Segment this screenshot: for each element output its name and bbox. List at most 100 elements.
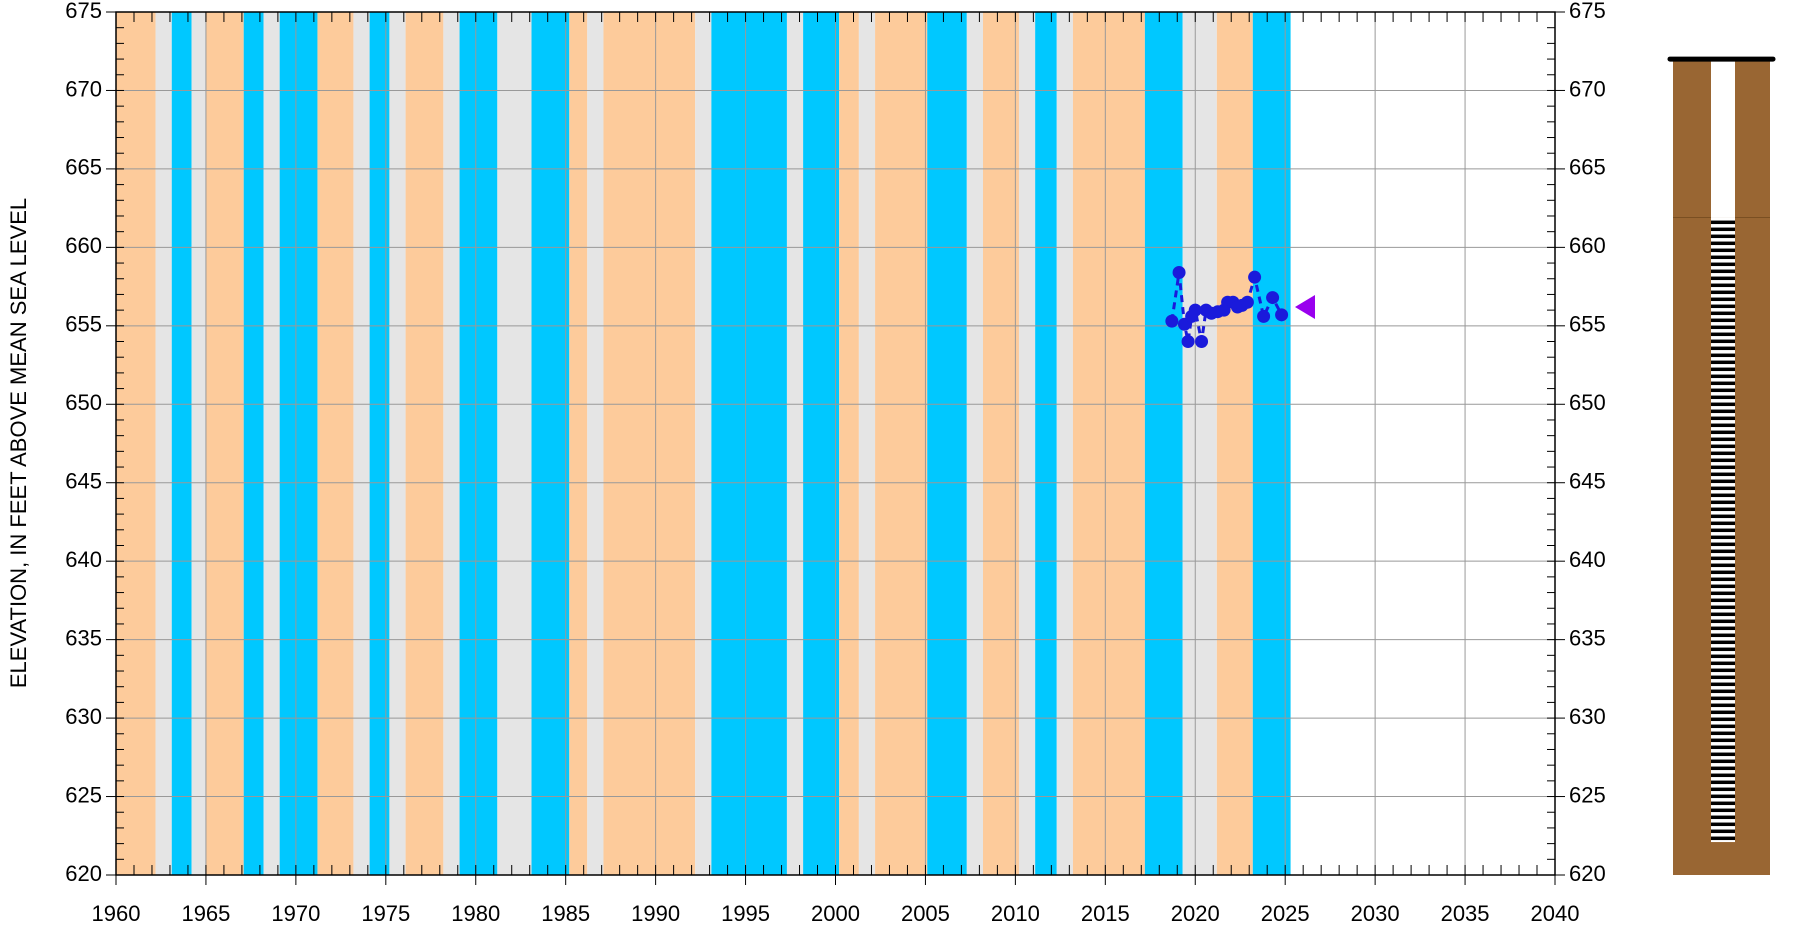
screen-slot: [1711, 710, 1735, 715]
screen-slot: [1711, 703, 1735, 708]
screen-slot: [1711, 409, 1735, 414]
screen-slot: [1711, 626, 1735, 631]
screen-slot: [1711, 388, 1735, 393]
screen-slot: [1711, 640, 1735, 645]
screen-slot: [1711, 689, 1735, 694]
climate-band: [1056, 12, 1073, 875]
screen-slot: [1711, 836, 1735, 841]
climate-band: [459, 12, 498, 875]
x-tick-label: 2040: [1531, 901, 1580, 926]
climate-band: [966, 12, 983, 875]
climate-band: [1182, 12, 1217, 875]
climate-band: [927, 12, 967, 875]
screen-slot: [1711, 472, 1735, 477]
screen-slot: [1711, 423, 1735, 428]
screen-slot: [1711, 290, 1735, 295]
climate-band: [1035, 12, 1057, 875]
climate-band: [405, 12, 444, 875]
x-tick-label: 1965: [181, 901, 230, 926]
screen-slot: [1711, 458, 1735, 463]
data-point: [1257, 309, 1271, 323]
screen-slot: [1711, 654, 1735, 659]
screen-slot: [1711, 780, 1735, 785]
screen-slot: [1711, 556, 1735, 561]
data-point: [1188, 303, 1202, 317]
screen-slot: [1711, 234, 1735, 239]
y2-tick-label: 665: [1569, 155, 1606, 180]
climate-band: [603, 12, 696, 875]
y-tick-label: 620: [65, 861, 102, 886]
screen-slot: [1711, 822, 1735, 827]
screen-slot: [1711, 605, 1735, 610]
y-tick-label: 675: [65, 0, 102, 23]
climate-band: [155, 12, 172, 875]
screen-slot: [1711, 759, 1735, 764]
screen-slot: [1711, 808, 1735, 813]
screen-slot: [1711, 227, 1735, 232]
climate-band: [317, 12, 354, 875]
climate-band: [1072, 12, 1145, 875]
screen-slot: [1711, 269, 1735, 274]
x-tick-label: 1980: [451, 901, 500, 926]
screen-slot: [1711, 584, 1735, 589]
y2-tick-label: 645: [1569, 469, 1606, 494]
screen-slot: [1711, 661, 1735, 666]
climate-band: [803, 12, 840, 875]
screen-slot: [1711, 570, 1735, 575]
screen-slot: [1711, 675, 1735, 680]
y-tick-label: 635: [65, 625, 102, 650]
screen-slot: [1711, 794, 1735, 799]
screen-slot: [1711, 479, 1735, 484]
screen-slot: [1711, 766, 1735, 771]
y-axis-label: ELEVATION, IN FEET ABOVE MEAN SEA LEVEL: [6, 198, 31, 688]
current-level-marker: [1295, 294, 1315, 319]
data-point: [1181, 335, 1195, 349]
y-tick-label: 670: [65, 76, 102, 101]
climate-band: [443, 12, 460, 875]
screen-slot: [1711, 668, 1735, 673]
screen-slot: [1711, 346, 1735, 351]
data-point: [1165, 314, 1179, 328]
screen-slot: [1711, 829, 1735, 834]
climate-band: [353, 12, 370, 875]
y-tick-label: 630: [65, 704, 102, 729]
screen-slot: [1711, 241, 1735, 246]
screen-slot: [1711, 395, 1735, 400]
x-tick-label: 1990: [631, 901, 680, 926]
screen-slot: [1711, 549, 1735, 554]
screen-slot: [1711, 682, 1735, 687]
climate-band: [839, 12, 859, 875]
screen-slot: [1711, 717, 1735, 722]
screen-slot: [1711, 339, 1735, 344]
screen-slot: [1711, 381, 1735, 386]
screen-slot: [1711, 451, 1735, 456]
screen-slot: [1711, 612, 1735, 617]
y-tick-label: 640: [65, 547, 102, 572]
x-tick-label: 2000: [811, 901, 860, 926]
screen-slot: [1711, 318, 1735, 323]
y2-tick-label: 650: [1569, 390, 1606, 415]
climate-band: [711, 12, 787, 875]
y-tick-label: 625: [65, 782, 102, 807]
screen-slot: [1711, 255, 1735, 260]
climate-band: [875, 12, 928, 875]
y2-tick-label: 630: [1569, 704, 1606, 729]
data-point: [1248, 270, 1262, 284]
screen-slot: [1711, 248, 1735, 253]
y-tick-label: 645: [65, 469, 102, 494]
screen-slot: [1711, 647, 1735, 652]
y2-tick-label: 670: [1569, 76, 1606, 101]
screen-slot: [1711, 724, 1735, 729]
data-point: [1266, 291, 1280, 305]
climate-band: [1018, 12, 1036, 875]
y-tick-label: 660: [65, 233, 102, 258]
x-tick-label: 2015: [1081, 901, 1130, 926]
y2-tick-label: 625: [1569, 782, 1606, 807]
y2-tick-label: 660: [1569, 233, 1606, 258]
screen-slot: [1711, 220, 1735, 225]
screen-slot: [1711, 542, 1735, 547]
data-point: [1172, 265, 1186, 279]
climate-band: [695, 12, 712, 875]
screen-slot: [1711, 619, 1735, 624]
